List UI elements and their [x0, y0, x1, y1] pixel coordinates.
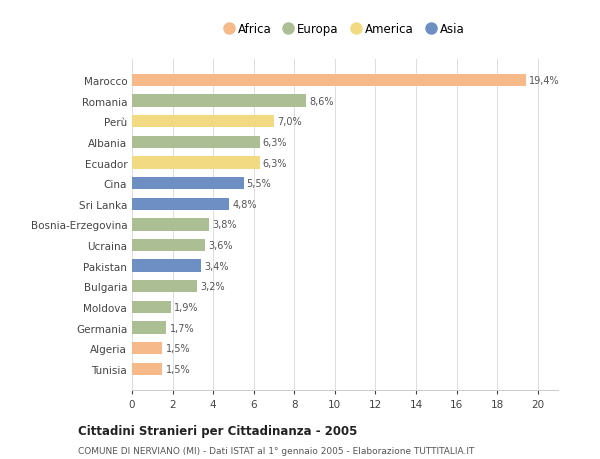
- Text: 19,4%: 19,4%: [529, 76, 559, 86]
- Bar: [132, 301, 170, 313]
- Bar: [132, 178, 244, 190]
- Text: 7,0%: 7,0%: [277, 117, 302, 127]
- Text: 1,5%: 1,5%: [166, 364, 190, 374]
- Legend: Africa, Europa, America, Asia: Africa, Europa, America, Asia: [222, 19, 468, 39]
- Text: 5,5%: 5,5%: [247, 179, 271, 189]
- Bar: [132, 116, 274, 128]
- Bar: [132, 239, 205, 252]
- Text: 4,8%: 4,8%: [232, 199, 257, 209]
- Text: 1,9%: 1,9%: [173, 302, 198, 312]
- Text: COMUNE DI NERVIANO (MI) - Dati ISTAT al 1° gennaio 2005 - Elaborazione TUTTITALI: COMUNE DI NERVIANO (MI) - Dati ISTAT al …: [78, 446, 475, 455]
- Text: 6,3%: 6,3%: [263, 138, 287, 148]
- Text: 1,5%: 1,5%: [166, 343, 190, 353]
- Bar: [132, 342, 163, 354]
- Text: Cittadini Stranieri per Cittadinanza - 2005: Cittadini Stranieri per Cittadinanza - 2…: [78, 425, 358, 437]
- Bar: [132, 363, 163, 375]
- Bar: [132, 260, 201, 272]
- Bar: [132, 157, 260, 169]
- Bar: [132, 322, 166, 334]
- Text: 3,4%: 3,4%: [204, 261, 229, 271]
- Text: 3,6%: 3,6%: [208, 241, 233, 251]
- Text: 6,3%: 6,3%: [263, 158, 287, 168]
- Bar: [132, 136, 260, 149]
- Text: 1,7%: 1,7%: [170, 323, 194, 333]
- Text: 3,2%: 3,2%: [200, 282, 224, 291]
- Bar: [132, 95, 307, 107]
- Bar: [132, 219, 209, 231]
- Bar: [132, 75, 526, 87]
- Text: 3,8%: 3,8%: [212, 220, 236, 230]
- Bar: [132, 280, 197, 293]
- Text: 8,6%: 8,6%: [310, 96, 334, 106]
- Bar: [132, 198, 229, 211]
